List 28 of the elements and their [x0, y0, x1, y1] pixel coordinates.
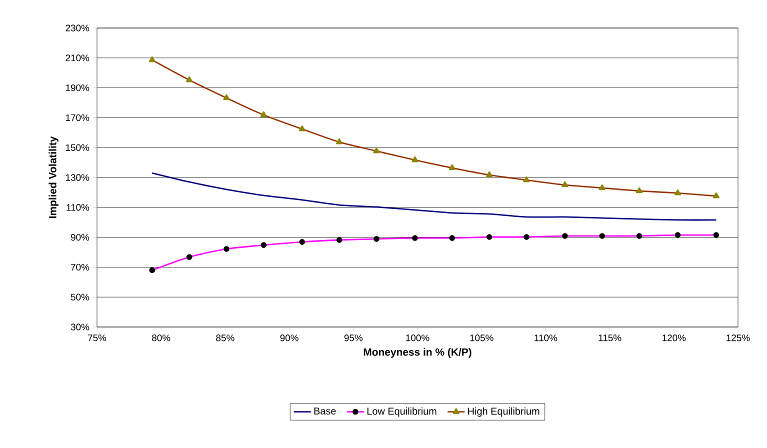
x-tick-label: 110%	[534, 334, 558, 342]
y-tick-label: 170%	[66, 114, 90, 122]
x-tick-label: 120%	[662, 334, 686, 342]
y-tick-label: 210%	[66, 54, 90, 62]
x-tick-label: 115%	[598, 334, 622, 342]
y-tick-label: 230%	[66, 24, 90, 32]
x-tick-label: 90%	[280, 334, 298, 342]
x-tick-label: 95%	[344, 334, 363, 342]
y-tick-label: 70%	[71, 264, 90, 271]
x-tick-label: 100%	[406, 334, 430, 342]
y-tick-label: 150%	[66, 144, 90, 151]
y-tick-label: 190%	[66, 84, 90, 92]
x-tick-label: 105%	[470, 334, 494, 342]
x-axis-title: Moneyness in % (K/P)	[364, 348, 472, 358]
y-tick-label: 110%	[66, 204, 90, 211]
legend-label: Low Equilibrium	[367, 407, 436, 417]
legend-label: High Equilibrium	[468, 407, 540, 417]
legend-label: Base	[314, 408, 336, 415]
y-tick-label: 50%	[70, 294, 90, 300]
y-tick-label: 30%	[70, 324, 90, 330]
y-axis-title: Implied Volatility	[48, 136, 58, 218]
x-tick-label: 125%	[726, 334, 750, 342]
x-tick-label: 80%	[152, 334, 170, 342]
y-tick-label: 90%	[70, 234, 90, 241]
line-series	[151, 172, 717, 221]
x-tick-label: 75%	[88, 334, 106, 342]
x-tick-label: 85%	[216, 334, 234, 342]
y-tick-label: 130%	[66, 174, 90, 181]
